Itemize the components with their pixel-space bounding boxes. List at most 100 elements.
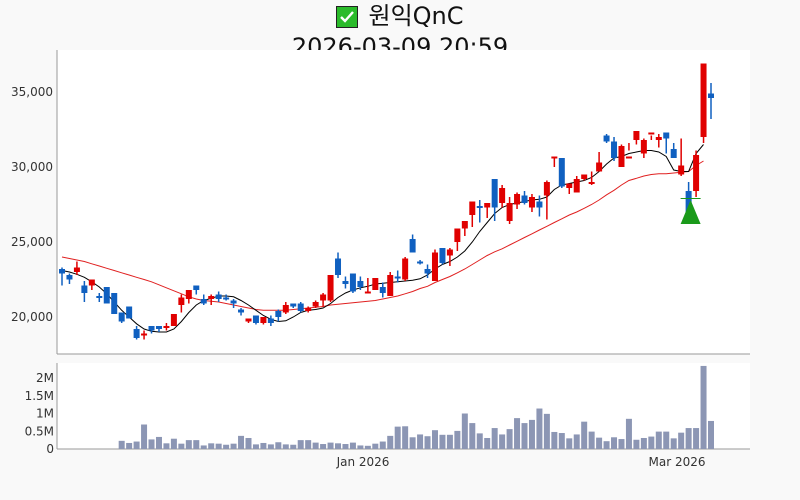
volume-bar — [611, 437, 618, 449]
volume-bar — [349, 442, 356, 449]
volume-bar — [506, 429, 513, 449]
price-tick-label: 30,000 — [11, 160, 53, 174]
volume-bar — [275, 442, 282, 449]
candle — [103, 287, 110, 304]
volume-bar — [394, 426, 401, 449]
candle — [238, 308, 245, 316]
volume-bar — [178, 443, 185, 449]
volume-bar — [327, 442, 334, 449]
candle — [678, 138, 685, 176]
candle — [364, 278, 371, 294]
volume-bar — [446, 434, 453, 449]
volume-bar — [267, 444, 274, 449]
candle — [446, 248, 453, 266]
volume-tick-label: 0.5M — [25, 424, 54, 438]
candle — [625, 143, 632, 159]
volume-bar — [558, 433, 565, 449]
candle — [640, 138, 647, 158]
volume-bar — [364, 445, 371, 449]
volume-bar — [536, 408, 543, 449]
candle — [111, 293, 118, 314]
volume-bar — [454, 430, 461, 449]
candle — [252, 315, 259, 325]
candle — [88, 279, 95, 290]
candle — [66, 273, 73, 284]
candle — [461, 221, 468, 236]
volume-bar — [663, 431, 670, 449]
candle — [514, 192, 521, 209]
volume-bar — [230, 443, 237, 449]
candle — [208, 294, 215, 305]
candle — [387, 272, 394, 296]
candle — [573, 176, 580, 193]
candle — [118, 312, 125, 323]
candle — [342, 276, 349, 289]
volume-bar — [491, 428, 498, 449]
candle — [200, 294, 207, 305]
candle — [484, 203, 491, 218]
candle — [655, 134, 662, 148]
buy-signal-triangle-icon — [680, 200, 701, 224]
volume-bar — [417, 434, 424, 449]
volume-bar — [543, 413, 550, 449]
volume-bar — [551, 431, 558, 449]
candle — [491, 179, 498, 221]
check-mark-icon — [336, 6, 359, 28]
volume-bar — [126, 442, 133, 449]
candle — [215, 291, 222, 302]
x-tick-label: Mar 2026 — [649, 455, 706, 469]
volume-bar — [223, 444, 230, 449]
price-tick-label: 20,000 — [11, 310, 53, 324]
candle — [178, 294, 185, 313]
volume-tick-label: 0 — [46, 442, 54, 456]
volume-bar — [588, 431, 595, 449]
candle — [245, 318, 252, 323]
volume-bar — [633, 439, 640, 449]
volume-bar — [379, 441, 386, 449]
volume-bar — [342, 444, 349, 449]
volume-bar — [581, 421, 588, 449]
volume-bar — [402, 426, 409, 449]
candle — [312, 300, 319, 308]
candle — [521, 191, 528, 205]
volume-bar — [431, 430, 438, 449]
volume-bar — [625, 418, 632, 449]
candle — [693, 150, 700, 197]
volume-bar — [320, 444, 327, 449]
candle — [648, 132, 655, 140]
candle — [267, 315, 274, 326]
candle — [536, 195, 543, 217]
volume-bar — [290, 444, 297, 449]
volume-bar — [439, 434, 446, 449]
candle — [73, 261, 80, 275]
volume-bar — [372, 443, 379, 449]
candle — [349, 273, 356, 293]
candle — [59, 267, 65, 286]
candle — [439, 248, 446, 265]
volume-bar — [618, 439, 625, 449]
candle — [260, 317, 267, 325]
candle — [305, 306, 312, 313]
candle — [320, 293, 327, 307]
volume-bar — [700, 365, 707, 449]
candle — [230, 299, 237, 308]
candle — [357, 276, 364, 290]
candle — [424, 264, 431, 278]
volume-bar — [252, 444, 259, 449]
volume-bar — [133, 441, 140, 449]
candle — [611, 137, 618, 161]
price-tick-label: 35,000 — [11, 85, 53, 99]
volume-bar — [208, 443, 215, 449]
volume-bar — [640, 437, 647, 449]
volume-bar — [215, 443, 222, 449]
candle — [633, 131, 640, 145]
volume-bar — [312, 442, 319, 449]
volume-bar — [648, 436, 655, 449]
candle — [551, 156, 558, 167]
candle — [133, 326, 140, 340]
volume-bar — [596, 437, 603, 449]
candle — [275, 309, 282, 322]
candle — [297, 302, 304, 313]
volume-tick-label: 1M — [36, 407, 54, 421]
candle — [223, 294, 230, 301]
